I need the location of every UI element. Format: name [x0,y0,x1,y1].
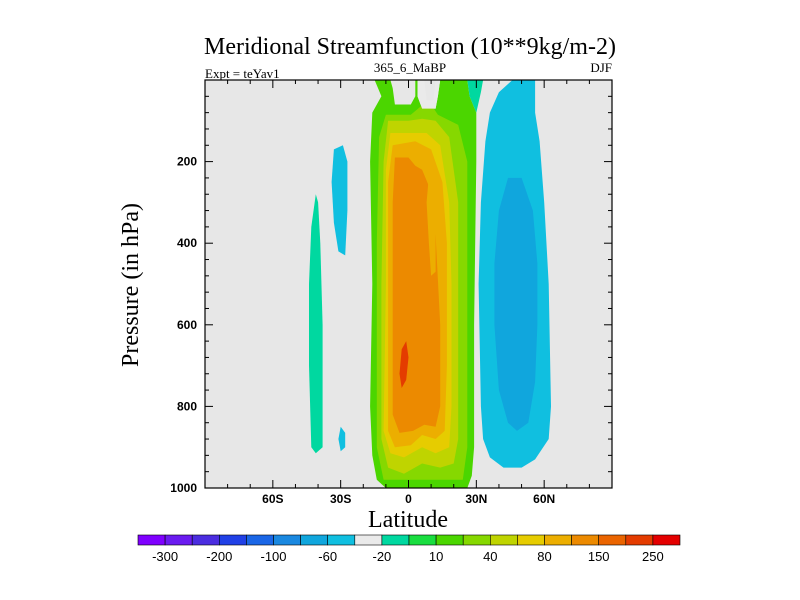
contour-nh-cell-inner [494,177,538,431]
contour-sh-cell-blue [331,145,348,256]
x-tick-label: 30N [465,492,487,506]
colorbar-swatch [435,534,464,546]
colorbar-swatch [571,534,599,546]
colorbar-swatch [246,534,274,546]
contour-tropical-cell-notch [426,175,436,276]
colorbar-swatch [354,534,383,546]
colorbar-swatch [219,534,247,546]
season-label: DJF [590,60,612,75]
contour-sh-cell-small [338,426,346,452]
colorbar: -300 -200 -100 -60 -20 10 40 80 150 250 [137,534,681,564]
experiment-label: Expt = teYav1 [205,66,280,81]
colorbar-swatch [273,534,301,546]
colorbar-label: 80 [537,549,551,564]
colorbar-swatch [652,534,681,546]
x-tick-label: 30S [330,492,351,506]
colorbar-label: 250 [642,549,664,564]
colorbar-swatch [408,534,437,546]
colorbar-swatch [625,534,654,546]
colorbar-swatch [300,534,329,546]
contour-sh-cell-green [309,194,323,454]
colorbar-swatch [598,534,627,546]
contour-nh-cell-upper-strip [467,80,484,113]
chart-title: Meridional Streamfunction (10**9kg/m-2) [204,34,616,60]
colorbar-swatch [462,534,491,546]
y-tick-label: 800 [177,399,197,413]
colorbar-label: 150 [588,549,610,564]
colorbar-swatch [137,534,166,546]
contour-upper-gap-center [417,80,441,109]
x-tick-label: 60S [262,492,283,506]
colorbar-label: -60 [318,549,337,564]
colorbar-label: -200 [206,549,232,564]
y-tick-label: 600 [177,318,197,332]
colorbar-swatch [544,534,572,546]
colorbar-label: 40 [483,549,497,564]
colorbar-swatch [489,534,518,546]
colorbar-label: 10 [429,549,443,564]
colorbar-swatch [327,534,356,546]
colorbar-label: -300 [152,549,178,564]
colorbar-label: -100 [260,549,286,564]
y-tick-label: 200 [177,155,197,169]
colorbar-swatch [191,534,220,546]
colorbar-swatch [381,534,410,546]
contour-tropical-cell-core [399,341,409,388]
y-axis-label: Pressure (in hPa) [118,203,144,367]
colorbar-label: -20 [373,549,392,564]
colorbar-swatch [517,534,545,546]
y-tick-label: 1000 [170,481,197,495]
colorbar-swatch [164,534,193,546]
x-tick-label: 60N [533,492,555,506]
y-tick-label: 400 [177,236,197,250]
x-tick-label: 0 [405,492,412,506]
period-label: 365_6_MaBP [374,60,446,75]
x-axis-label: Latitude [368,507,448,533]
plot-area: 200 400 600 800 1000 60S 30S 0 30N 60N [170,79,613,506]
